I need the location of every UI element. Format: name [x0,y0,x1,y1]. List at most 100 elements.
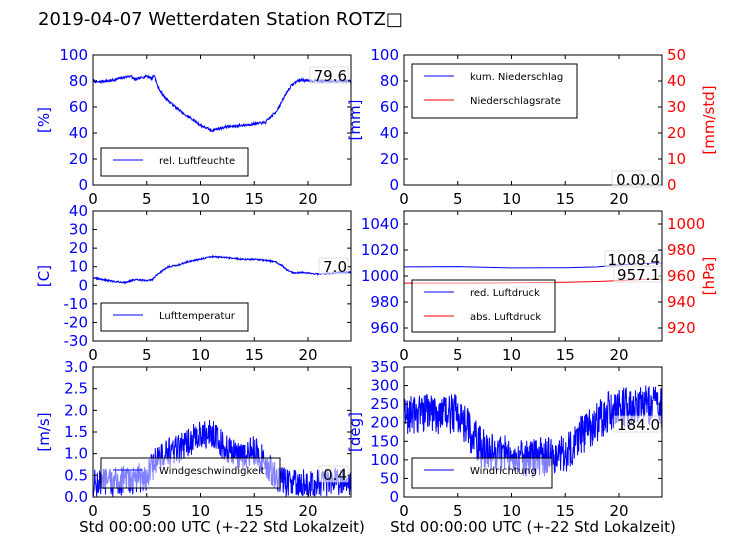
value-annotation: 0.0 [616,171,640,189]
y-tick-label: 100 [370,46,399,64]
x-tick-label: 20 [609,346,628,364]
y-tick-label: 1.0 [64,445,88,463]
value-annotation: 79.6 [314,67,347,85]
y-tick-label: 350 [370,358,399,376]
x-tick-label: 15 [556,346,575,364]
y-tick-label: 100 [370,451,399,469]
precipitation-panel: 0 5 10 15 20 0 20 40 60 80 100 0 10 20 30 40 50 [mm] [mm/s… [346,46,718,208]
y-tick-label: 0.0 [64,488,88,506]
y2-tick-label: 40 [667,72,686,90]
y-tick-label: 30 [69,221,88,239]
temperature-panel: 0 5 10 15 20-30-20-10010203040[C]Lufttempera… [35,202,352,364]
humidity-frame [92,54,352,186]
y-tick-label: -20 [64,313,89,331]
y-tick-label: 3.0 [64,358,88,376]
series-line-rel-luftfeuchte [93,74,351,133]
y2-axis-label: [mm/std] [700,85,718,154]
y-tick-label: 20 [69,150,88,168]
legend-box [100,147,249,177]
y-tick-label: -30 [64,332,89,350]
x-tick-label: 5 [453,346,463,364]
x-axis-label: Std 00:00:00 UTC (+-22 Std Lokalzeit) [390,518,676,536]
y-axis-label: [m/s] [35,412,53,451]
y-tick-label: 150 [370,432,399,450]
y-tick-label: 1.5 [64,423,88,441]
x-tick-label: 15 [556,502,575,520]
legend-label: rel. Luftfeuchte [159,156,235,167]
page-title: 2019-04-07 Wetterdaten Station ROTZ□ [38,9,403,30]
y2-tick-label: 30 [667,98,686,116]
x-tick-label: 5 [453,502,463,520]
x-tick-label: 20 [298,346,317,364]
y2-tick-label: 940 [667,293,696,311]
value-annotation: 184.0 [617,416,660,434]
y-tick-label: 20 [69,239,88,257]
y-tick-label: 40 [69,124,88,142]
y-tick-label: 250 [370,395,399,413]
y-tick-label: 200 [370,414,399,432]
y2-tick-label: 920 [667,319,696,337]
x-tick-label: 0 [399,502,409,520]
value-annotation-box [309,66,349,84]
pressure-panel: 0 5 10 15 20 960 980 1000 1020 1040 920 940 960 980 10… [361,210,718,364]
legend-label: Windrichtung [470,466,537,477]
x-tick-label: 0 [399,190,409,208]
y2-tick-label: 960 [667,267,696,285]
x-tick-label: 20 [609,502,628,520]
x-tick-label: 15 [245,190,264,208]
y-tick-label: 0 [78,276,88,294]
temperature-frame [92,210,352,342]
y-tick-label: 60 [380,98,399,116]
value-annotation-box [613,415,662,433]
y-tick-label: 60 [69,98,88,116]
legend-box [411,279,556,333]
legend-box [100,302,249,332]
value-annotation-box [613,265,662,283]
legend-label: Niederschlagsrate [470,96,561,107]
y-tick-label: 10 [69,258,88,276]
x-tick-label: 10 [502,190,521,208]
y-tick-label: 0 [389,488,399,506]
x-tick-label: 15 [245,346,264,364]
x-tick-label: 0 [399,346,409,364]
legend-box [411,457,553,489]
legend-label: red. Luftdruck [470,288,540,299]
x-tick-label: 20 [298,190,317,208]
humidity-panel: 0 5 10 15 20 0 20 40 60 80 100 [%] rel. Luftfeuchte 7… [35,46,352,208]
y-tick-label: 1040 [361,215,399,233]
x-tick-label: 5 [453,190,463,208]
y2-tick-label: 10 [667,150,686,168]
x-tick-label: 0 [88,502,98,520]
legend-label: Windgeschwindigkeit [159,466,265,477]
value-annotation: 0.4 [323,466,347,484]
y-tick-label: -10 [64,295,89,313]
y-tick-label: 300 [370,377,399,395]
series-line-lufttemperatur [93,254,351,285]
y-tick-label: 0 [389,176,399,194]
y-tick-label: 980 [370,293,399,311]
x-tick-label: 10 [502,346,521,364]
x-tick-label: 20 [298,502,317,520]
x-tick-label: 10 [502,502,521,520]
x-tick-label: 10 [191,190,210,208]
y-tick-label: 1000 [361,267,399,285]
y-tick-label: 40 [380,124,399,142]
y2-tick-label: 0 [667,176,677,194]
y2-tick-label: 1000 [667,215,705,233]
value-annotation: 1008.4 [608,251,661,269]
legend-box [100,457,281,489]
value-annotation-box [318,257,349,275]
y-tick-label: 1020 [361,241,399,259]
value-annotation: 7.0 [323,258,347,276]
x-axis-label: Std 00:00:00 UTC (+-22 Std Lokalzeit) [79,518,365,536]
legend-box [411,63,578,119]
y-tick-label: 100 [59,46,88,64]
x-tick-label: 10 [191,502,210,520]
y-tick-label: 2.5 [64,380,88,398]
y-tick-label: 80 [69,72,88,90]
value-annotation-box [611,170,642,188]
y2-tick-label: 50 [667,46,686,64]
y-tick-label: 0.5 [64,466,88,484]
value-annotation: 0.0 [636,171,660,189]
